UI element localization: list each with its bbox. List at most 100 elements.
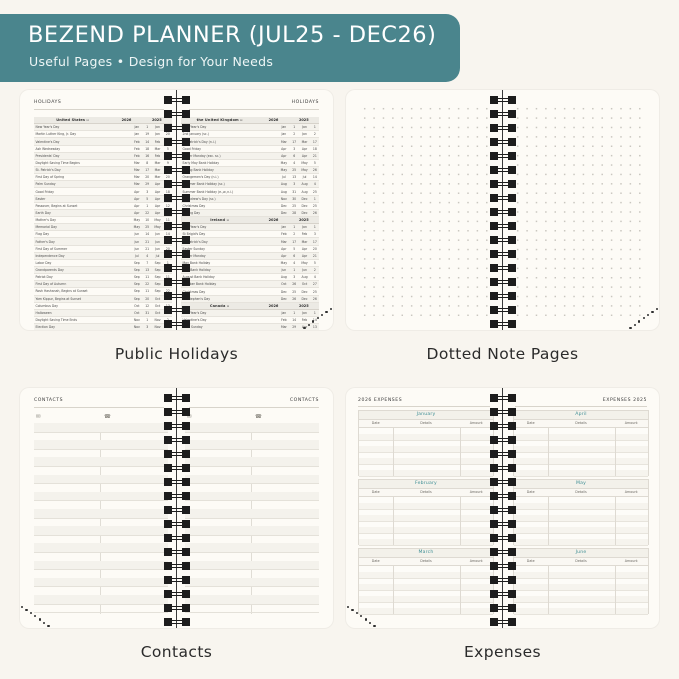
contacts-row-band: [185, 474, 319, 484]
expenses-column-divider: [547, 427, 549, 476]
contacts-write-line[interactable]: [34, 448, 168, 450]
spiral-coil: [489, 180, 516, 188]
expenses-rows[interactable]: [514, 496, 648, 546]
holiday-row: Halloween Oct 31 Oct 31: [34, 309, 172, 317]
expenses-rows[interactable]: [359, 496, 493, 546]
holiday-country: United States ▫: [56, 118, 90, 123]
holiday-row: First Day of Summer Jun 21 Jun 20: [34, 246, 172, 253]
holiday-day: 18: [145, 146, 150, 151]
holiday-row: Martin Luther King, Jr. Day Jan 19 Jan 20: [34, 131, 172, 139]
expenses-rows[interactable]: [514, 427, 648, 477]
expenses-row-line: [514, 589, 648, 591]
expenses-rows[interactable]: [514, 565, 648, 615]
dot: [34, 615, 37, 618]
holiday-row: Early May Bank Holiday May 4 May 5: [181, 160, 319, 168]
envelope-icon: ✉: [36, 414, 41, 420]
expenses-column-headers: Date Details Amount: [359, 558, 493, 566]
holiday-day: 18: [312, 146, 317, 151]
contacts-write-line[interactable]: [185, 517, 319, 519]
holiday-month: Nov: [280, 196, 287, 201]
contacts-write-line[interactable]: [185, 612, 319, 613]
corner-dots-accent: [621, 300, 659, 330]
divider: [34, 407, 164, 408]
corner-dots-accent: [20, 598, 58, 628]
expenses-row-line: [359, 577, 493, 579]
expenses-month-block: June Date Details Amount: [513, 548, 649, 615]
contacts-write-line[interactable]: [185, 483, 319, 484]
telephone-icon: ☎: [255, 414, 262, 420]
contacts-write-line[interactable]: [34, 431, 168, 433]
contacts-write-line[interactable]: [34, 586, 168, 588]
holiday-section-header: United States ▫ 2026 2025: [34, 117, 172, 125]
holiday-row: Summer Bank Holiday (e.,w.,n.i.) Aug 31 Aug…: [181, 188, 319, 196]
contacts-write-line[interactable]: [185, 431, 319, 433]
holiday-month: Mar: [280, 325, 287, 330]
holiday-row: Daylight Saving Time Ends Nov 1 Nov 2: [34, 317, 172, 325]
holiday-month: Jul: [302, 175, 307, 180]
contacts-write-line[interactable]: [34, 612, 168, 613]
holiday-row: Christmas Day Dec 25 Dec 25: [181, 288, 319, 296]
contacts-write-line[interactable]: [34, 500, 168, 502]
holiday-day: 2: [293, 132, 296, 137]
contacts-write-line[interactable]: [185, 466, 319, 467]
telephone-icon: ☎: [104, 414, 111, 420]
holiday-day: 26: [312, 210, 317, 215]
holiday-row: Boxing Day Dec 28 Dec 26: [181, 209, 319, 218]
expenses-column-headers: Date Details Amount: [514, 489, 648, 497]
expenses-rows[interactable]: [359, 427, 493, 477]
contacts-write-line[interactable]: [34, 466, 168, 467]
holidays-spread-card: HOLIDAYS HOLIDAYS United States ▫ 2026 202…: [20, 90, 333, 330]
contacts-write-line[interactable]: [185, 569, 319, 570]
dot: [312, 320, 315, 323]
holiday-name: Valentine's Day: [35, 139, 60, 144]
contacts-write-line[interactable]: [34, 569, 168, 570]
dot: [629, 326, 632, 330]
contacts-write-line[interactable]: [34, 552, 168, 553]
holiday-month: Mar: [154, 175, 161, 180]
holiday-day: 13: [292, 175, 297, 180]
contacts-row-band: [185, 440, 319, 449]
holiday-month: Aug: [280, 182, 287, 187]
contacts-write-line[interactable]: [185, 552, 319, 553]
holiday-row: June Bank Holiday Jun 1 Jun 2: [181, 267, 319, 275]
dot: [325, 310, 328, 314]
holiday-name: Easter Sunday: [182, 246, 205, 251]
holiday-name: St. Stephen's Day: [182, 296, 211, 301]
contacts-write-line[interactable]: [34, 603, 168, 605]
spiral-coil: [489, 306, 516, 314]
holiday-row: New Year's Day Jan 1 Jan 1: [181, 124, 319, 132]
holiday-day: 7: [146, 260, 149, 265]
expenses-row-line: [359, 463, 493, 465]
holiday-name: Summer Bank Holiday (e.,w.,n.i.): [182, 189, 234, 194]
contacts-right-page[interactable]: ✉ ☎: [185, 414, 319, 614]
contacts-write-line[interactable]: [34, 517, 168, 519]
caption-holidays: Public Holidays: [114, 345, 239, 363]
contacts-write-line[interactable]: [185, 448, 319, 450]
holiday-year-col: 2025: [151, 118, 162, 123]
holiday-month: Nov: [154, 318, 161, 323]
holiday-month: Jun: [155, 232, 160, 237]
holiday-month: Feb: [301, 318, 308, 323]
holiday-day: 1: [166, 260, 169, 265]
contacts-write-line[interactable]: [34, 534, 168, 536]
holiday-day: 30: [292, 196, 297, 201]
holiday-day: 1: [146, 203, 149, 208]
expenses-month-label: January: [359, 411, 493, 420]
holiday-month: Mar: [301, 239, 308, 244]
contacts-write-line[interactable]: [185, 534, 319, 536]
holiday-day: 6: [293, 253, 296, 258]
contacts-row-band: [34, 491, 168, 501]
holiday-day: 22: [165, 210, 170, 215]
expenses-rows[interactable]: [359, 565, 493, 615]
contacts-write-line[interactable]: [185, 586, 319, 588]
holiday-name: Orangemen's Day (n.i.): [182, 175, 219, 180]
contacts-left-page[interactable]: ✉ ☎: [34, 414, 168, 614]
contacts-write-line[interactable]: [185, 603, 319, 605]
contacts-write-line[interactable]: [34, 483, 168, 484]
holiday-row: St Brigid's Day Feb 2 Feb 3: [181, 231, 319, 239]
holiday-month: Jun: [281, 268, 287, 273]
holiday-day: 31: [165, 310, 170, 315]
expenses-row-band: [359, 469, 493, 476]
holiday-month: Mar: [154, 160, 161, 165]
contacts-write-line[interactable]: [185, 500, 319, 502]
